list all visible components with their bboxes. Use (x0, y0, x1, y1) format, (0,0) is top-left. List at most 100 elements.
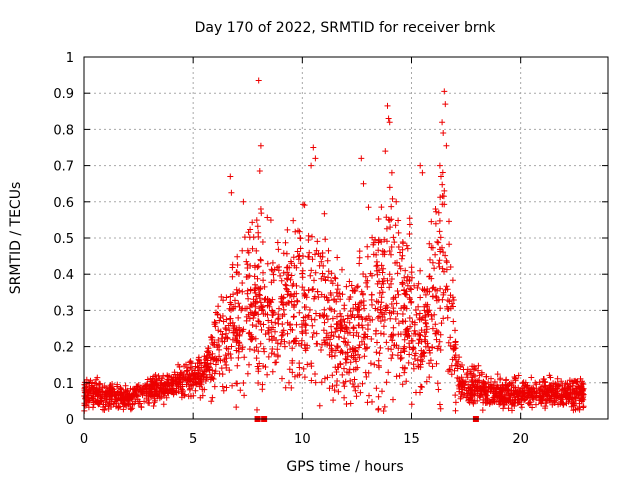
data-point (380, 275, 387, 282)
data-point (435, 329, 442, 336)
y-tick-label: 0.3 (53, 304, 74, 319)
data-point (402, 267, 409, 274)
data-point (100, 401, 107, 408)
data-point (206, 366, 213, 373)
data-point (505, 391, 512, 398)
data-point (324, 257, 331, 264)
data-point (283, 275, 290, 282)
data-point (438, 320, 445, 327)
data-point (335, 388, 342, 395)
data-point (422, 291, 429, 298)
data-point (227, 351, 234, 358)
data-point (364, 243, 371, 250)
data-point (355, 314, 362, 321)
data-point (426, 240, 433, 247)
data-point (318, 347, 324, 353)
data-point (198, 373, 205, 380)
y-tick-label: 1 (66, 51, 74, 66)
data-point (223, 345, 230, 352)
data-point (257, 257, 264, 264)
data-point (282, 384, 289, 391)
data-point (246, 272, 253, 279)
data-point (415, 303, 422, 310)
data-point (344, 369, 350, 376)
data-point (329, 280, 336, 287)
data-point (541, 378, 548, 385)
data-point (551, 398, 557, 405)
data-point (500, 405, 507, 412)
data-point (410, 365, 417, 372)
data-point (241, 392, 248, 399)
data-point (342, 359, 349, 366)
data-point (285, 288, 292, 295)
data-point (399, 281, 406, 288)
data-point (328, 270, 335, 277)
data-point (447, 292, 454, 299)
data-point (312, 269, 319, 276)
data-point (257, 299, 264, 306)
data-point (466, 396, 473, 403)
data-point (322, 277, 329, 284)
data-point (395, 320, 402, 327)
data-point (479, 391, 485, 397)
data-point (420, 350, 426, 357)
data-point (427, 256, 433, 263)
data-point (399, 381, 406, 388)
data-point (242, 305, 249, 312)
data-point (369, 272, 375, 279)
data-point (433, 208, 440, 215)
data-point (483, 395, 490, 402)
data-point (355, 383, 362, 390)
data-point (374, 339, 380, 346)
data-point (264, 371, 271, 378)
data-point (403, 378, 410, 385)
data-point (282, 239, 289, 246)
data-point (468, 390, 475, 397)
data-point (289, 282, 296, 289)
data-point (260, 277, 267, 284)
data-point (343, 356, 350, 363)
data-point (303, 322, 310, 329)
data-point (219, 338, 226, 345)
data-point (373, 327, 379, 334)
data-point (275, 320, 282, 327)
data-point (310, 329, 317, 336)
data-point (258, 326, 265, 333)
data-point (369, 316, 376, 323)
data-point (299, 270, 306, 277)
data-point (316, 402, 323, 409)
data-point (578, 384, 585, 391)
data-point (254, 406, 260, 413)
data-point (474, 387, 481, 394)
data-point (337, 296, 344, 303)
data-point (253, 247, 260, 254)
data-point (83, 398, 90, 405)
data-point (510, 384, 517, 391)
data-point (356, 300, 363, 307)
data-point (409, 337, 416, 344)
data-point (107, 401, 114, 408)
data-point (210, 376, 217, 382)
data-point (547, 374, 554, 381)
data-point (469, 363, 476, 370)
data-point (186, 386, 193, 393)
data-point (339, 291, 346, 298)
data-point (239, 328, 246, 335)
data-point (274, 239, 281, 246)
data-point (331, 274, 338, 281)
data-point (152, 397, 159, 404)
data-point (379, 289, 386, 296)
data-point (300, 314, 307, 321)
data-point (103, 384, 109, 391)
data-point (239, 247, 246, 254)
data-point (390, 234, 397, 241)
data-point (432, 321, 439, 328)
data-point (311, 316, 318, 323)
data-point (390, 396, 396, 403)
data-point (406, 221, 413, 228)
data-point (388, 251, 394, 258)
data-point (233, 337, 240, 344)
data-point (341, 365, 347, 372)
data-point (533, 401, 539, 408)
